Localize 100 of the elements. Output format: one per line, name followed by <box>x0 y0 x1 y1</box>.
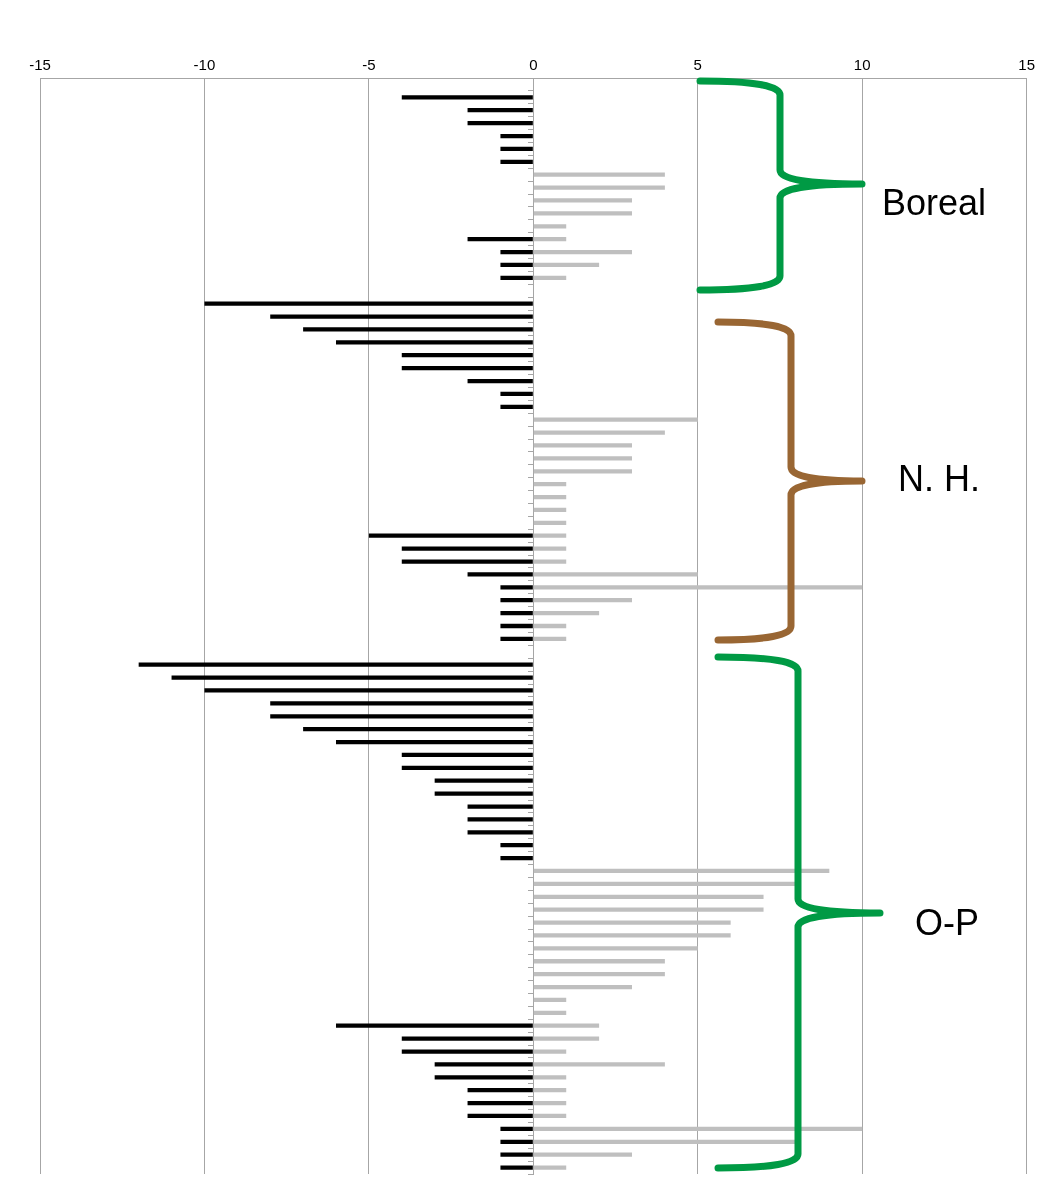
bar <box>500 636 533 642</box>
bar <box>467 804 533 809</box>
bar <box>533 933 731 938</box>
bar <box>533 559 567 564</box>
bar <box>533 249 632 255</box>
bar <box>533 417 698 422</box>
bar <box>533 946 698 951</box>
x-tick-label: 15 <box>1018 56 1035 74</box>
bar <box>533 1010 567 1015</box>
x-tick-label: 10 <box>853 56 871 74</box>
bar <box>533 237 567 242</box>
bar <box>500 275 533 280</box>
bar <box>533 623 567 629</box>
bar <box>467 572 533 577</box>
x-tick-label: -15 <box>29 56 51 74</box>
bar <box>533 894 764 899</box>
bar <box>533 469 632 474</box>
bar <box>500 623 533 629</box>
bar <box>500 159 533 164</box>
bar <box>533 520 567 525</box>
bar <box>401 765 533 770</box>
bar <box>533 868 830 874</box>
bar <box>533 494 567 500</box>
bar <box>533 572 698 577</box>
bar <box>533 1036 600 1041</box>
bar <box>533 920 731 925</box>
bar <box>434 778 533 783</box>
bar <box>434 1075 533 1080</box>
bar <box>500 1139 533 1144</box>
bar <box>533 507 567 513</box>
bar <box>533 959 665 964</box>
bar <box>467 237 533 242</box>
bar <box>500 391 533 397</box>
bar <box>533 1126 863 1131</box>
annotation: O-P <box>915 902 980 944</box>
bar <box>368 533 533 538</box>
bar <box>533 211 632 216</box>
bar <box>533 482 567 487</box>
x-tick-label: -5 <box>362 56 376 74</box>
bar <box>500 1126 533 1131</box>
bar <box>533 262 600 268</box>
bar <box>500 585 533 590</box>
bar <box>204 301 533 306</box>
bar <box>533 972 665 977</box>
bar <box>204 688 533 693</box>
bar <box>533 598 632 603</box>
bar <box>401 752 533 758</box>
bar <box>533 1049 567 1054</box>
bar <box>533 1075 567 1080</box>
bar <box>138 662 533 667</box>
bar <box>533 1113 567 1119</box>
bar <box>533 1165 567 1170</box>
bar <box>533 1088 567 1093</box>
bar <box>467 830 533 835</box>
bar <box>533 1152 632 1157</box>
bar <box>500 610 533 616</box>
bar <box>270 701 533 706</box>
bar <box>270 314 533 319</box>
bar <box>500 249 533 255</box>
bar <box>434 1062 533 1067</box>
x-tick-label: -10 <box>193 56 216 74</box>
bar <box>401 365 533 371</box>
x-tick-label: 0 <box>529 56 538 74</box>
bar <box>533 443 632 448</box>
bar <box>533 1062 665 1067</box>
bar <box>467 1100 533 1106</box>
bar <box>336 340 533 345</box>
bar <box>533 1100 567 1106</box>
bar <box>270 714 533 719</box>
bar <box>303 727 533 732</box>
bar <box>533 185 665 190</box>
annotation: N. H. <box>898 458 981 500</box>
bar <box>500 262 533 268</box>
bar <box>533 456 632 461</box>
bar <box>500 133 533 139</box>
bar <box>533 533 567 538</box>
bar <box>500 404 533 409</box>
bar <box>336 1023 533 1028</box>
bar <box>467 1088 533 1093</box>
bar <box>533 585 863 590</box>
bar <box>533 430 665 435</box>
bar <box>171 675 533 680</box>
bar <box>401 1049 533 1054</box>
bar <box>434 791 533 796</box>
bar <box>467 108 533 113</box>
bar <box>533 610 600 616</box>
x-tick-label: 5 <box>693 56 702 74</box>
bar <box>467 378 533 384</box>
bar <box>500 843 533 848</box>
bar <box>500 855 533 861</box>
bar <box>401 1036 533 1041</box>
bar <box>533 546 567 551</box>
bar <box>303 327 533 332</box>
bar <box>533 907 764 912</box>
bar <box>533 636 567 642</box>
bar <box>401 559 533 564</box>
bar <box>533 275 567 280</box>
bar <box>533 881 797 887</box>
bar <box>500 598 533 603</box>
bar <box>500 146 533 152</box>
